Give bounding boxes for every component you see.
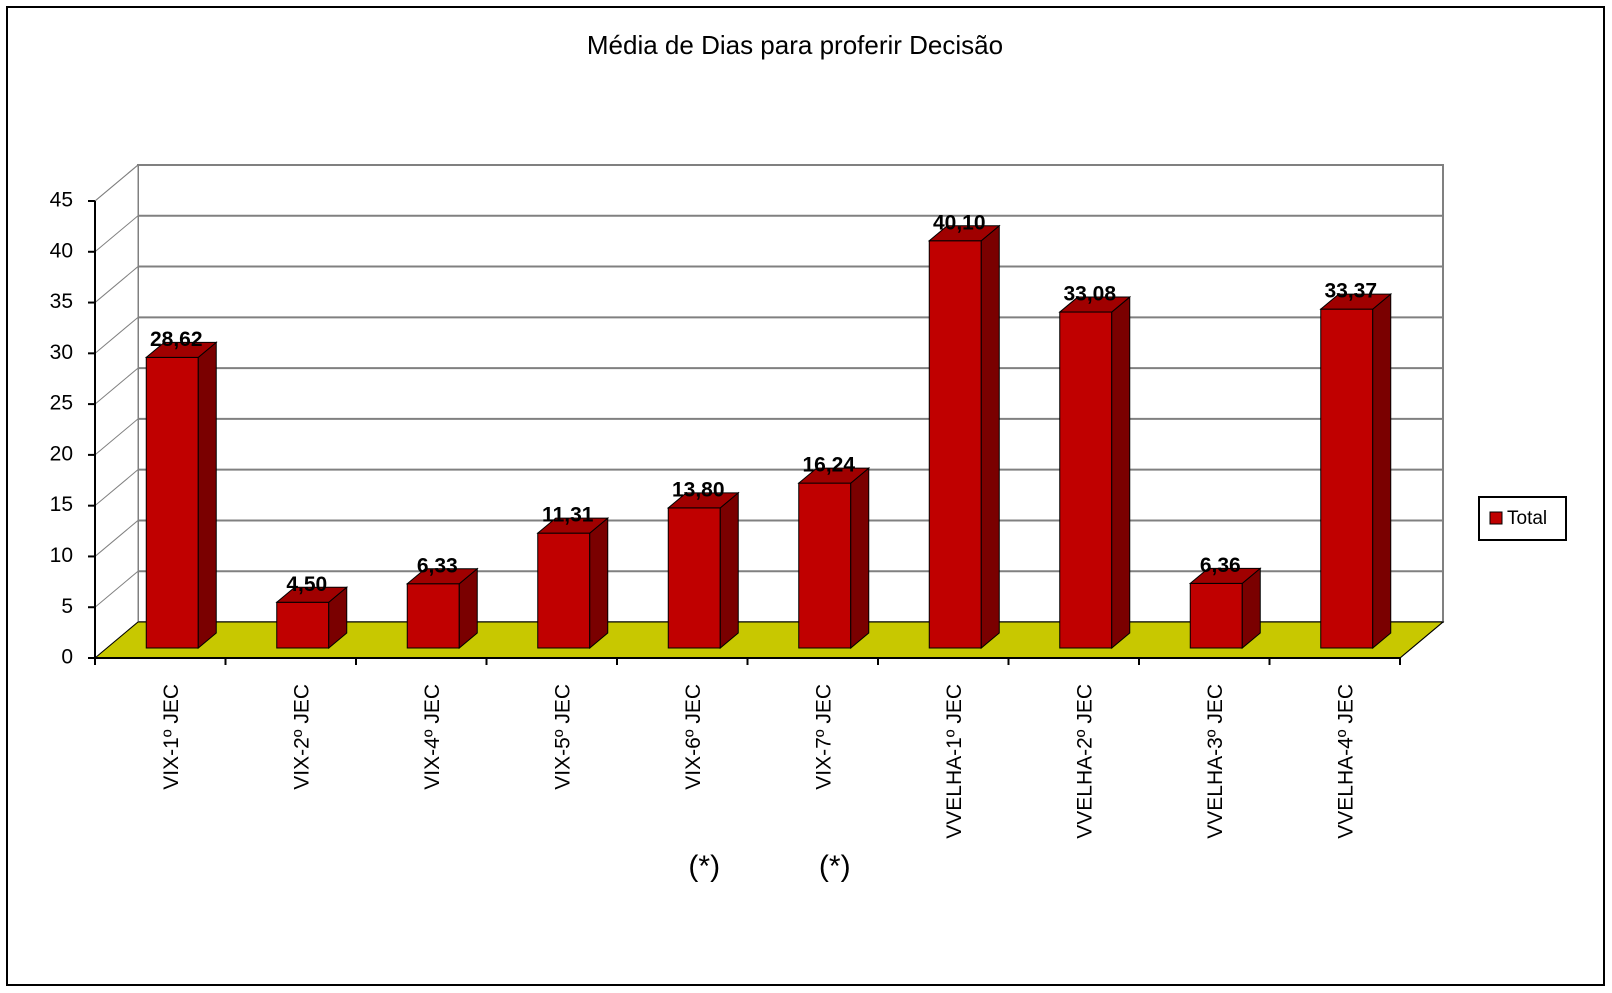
x-tick-label: VVELHA-3º JEC <box>1204 684 1227 839</box>
bar-top <box>927 225 1001 242</box>
bar-top <box>536 517 610 534</box>
bar-side <box>719 491 739 650</box>
bar-side <box>980 224 1000 650</box>
bar-top <box>144 341 218 358</box>
x-tick-label: VVELHA-4º JEC <box>1334 684 1357 839</box>
x-tick-label-group: VIX-1º JEC <box>160 684 183 790</box>
x-tick-label: VIX-2º JEC <box>290 684 313 790</box>
grid-line-side <box>94 418 139 456</box>
value-label: 4,50 <box>286 573 327 596</box>
x-tick-label-group: VVELHA-4º JEC <box>1334 684 1357 839</box>
bar-side <box>197 341 217 650</box>
y-tick-label: 5 <box>61 595 73 618</box>
bar <box>1320 308 1374 649</box>
x-tick-label-group: VVELHA-1º JEC <box>943 684 966 839</box>
value-label: 28,62 <box>150 328 203 351</box>
bar <box>798 482 852 649</box>
value-label: 40,10 <box>933 211 986 234</box>
grid-line-side <box>94 367 139 405</box>
bar-side <box>850 467 870 650</box>
bar-top <box>1058 296 1132 313</box>
x-tick-label-group: VIX-7º JEC <box>812 684 835 790</box>
bar <box>1189 582 1243 649</box>
y-tick-label: 0 <box>61 646 73 669</box>
y-tick-label: 45 <box>50 189 73 212</box>
bar <box>406 583 460 649</box>
grid-line-side <box>94 469 139 507</box>
value-label: 6,33 <box>417 554 458 577</box>
x-tick-label-group: VIX-5º JEC <box>551 684 574 790</box>
x-tick-label: VIX-1º JEC <box>160 684 183 790</box>
note: (*) <box>819 850 851 883</box>
legend-swatch <box>1489 511 1503 525</box>
y-tick-label: 25 <box>50 392 73 415</box>
bar-top <box>275 586 349 603</box>
x-axis-depth <box>1399 621 1444 659</box>
x-tick-label: VIX-5º JEC <box>551 684 574 790</box>
value-label: 16,24 <box>802 454 855 477</box>
bar-top <box>666 492 740 509</box>
back-wall <box>137 164 1444 623</box>
grid-line-side <box>94 520 139 557</box>
grid-line-side <box>94 316 139 354</box>
note: (*) <box>688 850 720 883</box>
x-tick-label-group: VIX-6º JEC <box>682 684 705 790</box>
chart-title: Média de Dias para proferir Decisão <box>587 30 1003 60</box>
bar-top <box>1319 293 1393 310</box>
grid-line-side <box>94 164 139 202</box>
value-label: 11,31 <box>542 504 594 527</box>
legend-label: Total <box>1507 508 1547 529</box>
x-tick-label: VIX-7º JEC <box>812 684 835 790</box>
bar <box>537 532 591 649</box>
bar-top <box>1188 567 1262 584</box>
grid-line-side <box>94 570 139 608</box>
bar <box>667 507 721 649</box>
value-label: 33,37 <box>1324 280 1377 303</box>
bar <box>1059 311 1113 649</box>
x-tick-label: VVELHA-1º JEC <box>943 684 966 839</box>
y-tick-label: 10 <box>50 544 73 567</box>
y-tick-label: 30 <box>50 341 73 364</box>
bar-side <box>1372 293 1392 650</box>
bar <box>145 356 199 649</box>
y-tick-label: 15 <box>50 493 73 516</box>
bar-top <box>405 568 479 585</box>
bar <box>276 601 330 649</box>
x-tick-label: VIX-4º JEC <box>421 684 444 790</box>
x-tick-label: VVELHA-2º JEC <box>1073 684 1096 839</box>
value-label: 13,80 <box>672 478 725 501</box>
side-wall <box>94 163 139 660</box>
x-tick-label-group: VVELHA-3º JEC <box>1204 684 1227 839</box>
y-tick-label: 35 <box>50 290 73 313</box>
x-tick-label-group: VIX-4º JEC <box>421 684 444 790</box>
grid-line-side <box>94 266 139 303</box>
value-label: 6,36 <box>1200 554 1241 577</box>
y-tick-label: 20 <box>50 442 73 465</box>
bar-side <box>1111 295 1131 650</box>
x-tick-label-group: VIX-2º JEC <box>290 684 313 790</box>
bar-top <box>797 467 871 484</box>
grid-line-side <box>94 215 139 253</box>
value-label: 33,08 <box>1063 283 1116 306</box>
y-tick-label: 40 <box>50 239 73 262</box>
bar <box>928 240 982 649</box>
x-tick-label-group: VVELHA-2º JEC <box>1073 684 1096 839</box>
x-tick-label: VIX-6º JEC <box>682 684 705 790</box>
bar-side <box>589 517 609 650</box>
